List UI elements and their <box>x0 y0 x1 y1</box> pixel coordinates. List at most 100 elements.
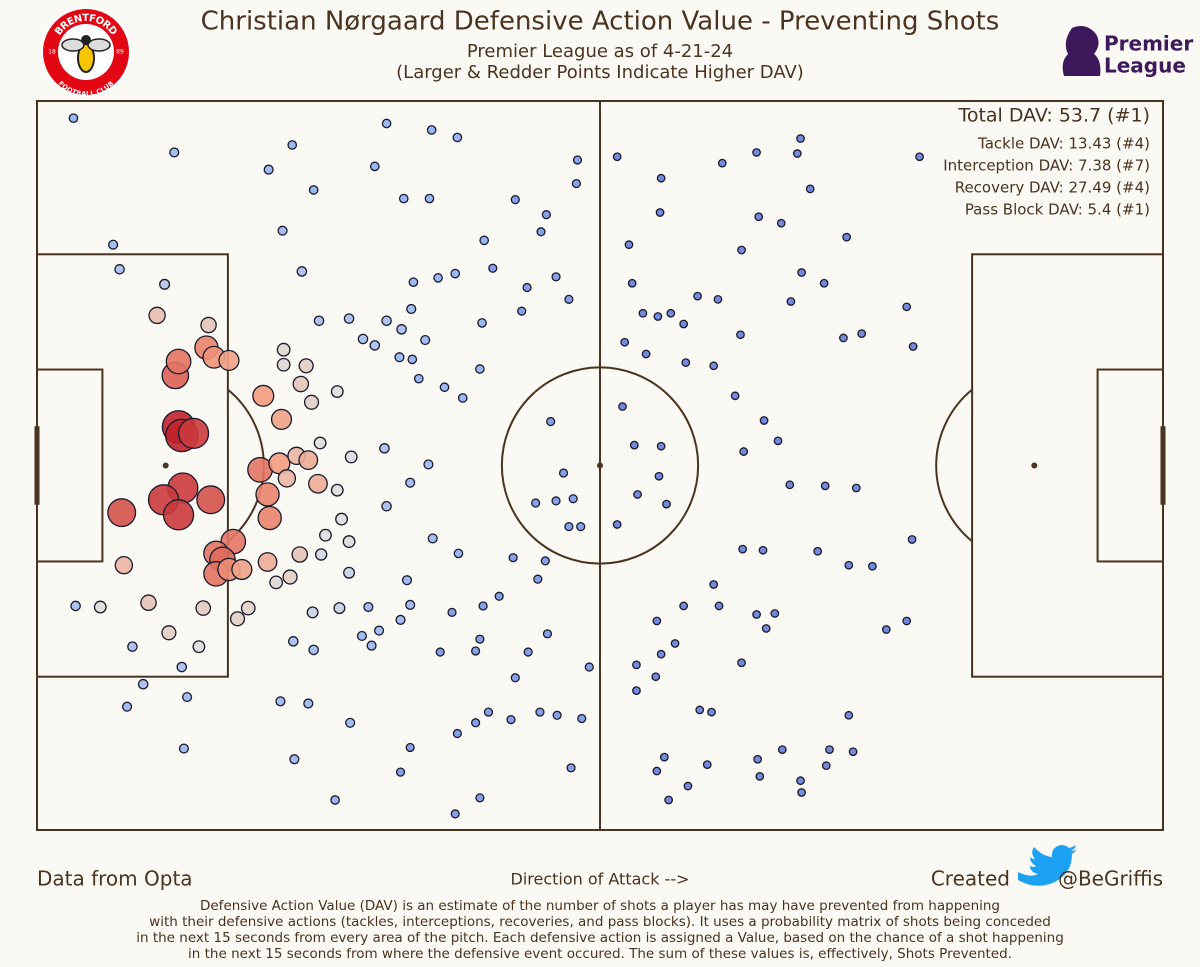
point <box>330 483 344 497</box>
description: with their defensive actions (tackles, i… <box>149 914 1051 930</box>
point <box>786 297 796 306</box>
point <box>566 763 576 773</box>
point <box>868 561 877 571</box>
point <box>813 546 823 556</box>
point <box>753 754 763 764</box>
point <box>357 333 369 345</box>
stat: Tackle DAV: 13.43 (#4) <box>977 135 1150 153</box>
point <box>475 793 485 803</box>
point <box>319 528 332 542</box>
point <box>618 402 627 411</box>
point <box>652 766 662 776</box>
point <box>709 361 719 371</box>
point <box>306 606 319 619</box>
point <box>612 520 622 529</box>
point <box>381 500 392 512</box>
stat: Recovery DAV: 27.49 (#4) <box>955 179 1150 197</box>
point <box>398 193 409 204</box>
point <box>494 591 504 601</box>
point <box>381 118 392 129</box>
point <box>821 761 831 771</box>
point <box>240 600 256 616</box>
point <box>558 468 569 478</box>
point <box>169 147 180 158</box>
stat: Pass Block DAV: 5.4 (#1) <box>965 201 1150 219</box>
point <box>839 333 848 343</box>
point <box>70 600 81 612</box>
point <box>857 329 867 339</box>
point <box>470 718 481 728</box>
league-name: League <box>1104 54 1186 78</box>
description: in the next 15 seconds from where the de… <box>188 946 1012 962</box>
point <box>200 316 217 334</box>
point <box>374 625 385 636</box>
point <box>902 616 912 626</box>
point <box>641 349 651 359</box>
point <box>263 164 274 175</box>
point <box>693 291 702 301</box>
league-name: Premier <box>1104 32 1193 56</box>
club-year: 89 <box>116 49 124 56</box>
point <box>369 161 380 172</box>
point <box>229 611 246 627</box>
point <box>535 707 545 717</box>
point <box>257 552 278 572</box>
point <box>576 521 586 532</box>
point <box>408 277 419 288</box>
point <box>68 113 79 123</box>
point <box>908 342 918 351</box>
point <box>257 505 282 531</box>
point <box>395 767 406 777</box>
point <box>584 662 594 672</box>
centre-spot <box>597 462 603 469</box>
point <box>796 134 805 143</box>
point <box>435 647 445 657</box>
point <box>176 661 188 673</box>
point <box>759 416 769 425</box>
point <box>571 178 582 189</box>
point <box>413 373 424 384</box>
point <box>269 575 284 590</box>
point <box>738 544 748 554</box>
point <box>453 548 464 559</box>
point <box>287 140 298 150</box>
subtitle: (Larger & Redder Points Indicate Higher … <box>396 62 804 83</box>
point <box>162 499 195 531</box>
point <box>681 358 691 367</box>
chart-title: Christian Nørgaard Defensive Action Valu… <box>201 7 1000 37</box>
point <box>289 754 300 765</box>
point <box>381 315 392 327</box>
point <box>296 266 308 277</box>
point <box>276 342 291 357</box>
point <box>656 173 666 183</box>
point <box>523 647 533 657</box>
point <box>420 334 431 346</box>
point <box>292 375 310 393</box>
point <box>308 644 319 656</box>
penalty-spot <box>162 462 169 469</box>
point <box>683 781 693 791</box>
point <box>551 496 561 506</box>
point <box>313 436 327 450</box>
point <box>369 340 381 351</box>
points <box>68 113 924 819</box>
point <box>825 745 834 754</box>
point <box>396 324 407 335</box>
point <box>632 686 641 696</box>
point <box>405 742 415 753</box>
point <box>629 440 639 450</box>
point <box>439 382 450 393</box>
point <box>820 481 830 491</box>
pitch <box>34 100 1166 831</box>
point <box>709 580 719 589</box>
point <box>902 302 912 312</box>
point <box>627 278 637 288</box>
point <box>536 227 546 237</box>
point <box>107 498 137 528</box>
point <box>679 319 689 329</box>
point <box>577 713 587 724</box>
point <box>770 609 780 618</box>
point <box>844 710 854 720</box>
point <box>797 788 806 797</box>
point <box>314 548 328 561</box>
